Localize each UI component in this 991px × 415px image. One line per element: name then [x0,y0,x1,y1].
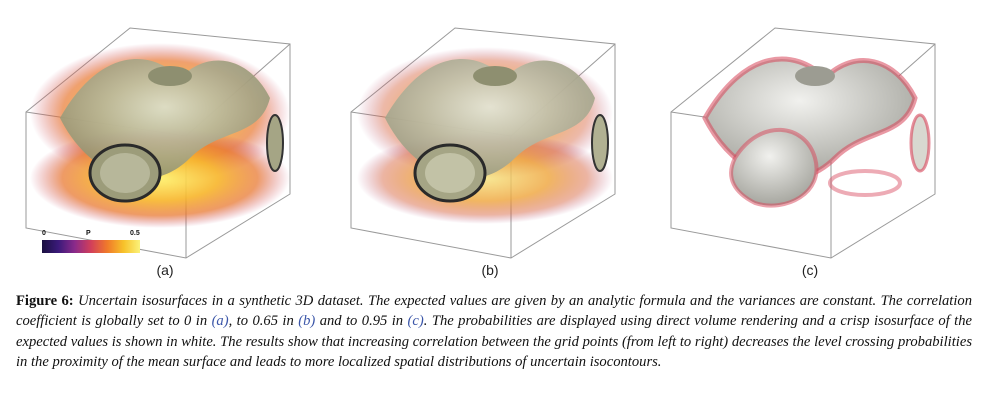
caption-text-3: and to 0.95 in [319,313,404,330]
volume-rendering-c [670,27,936,259]
caption-ref-a[interactable]: (a) [211,313,229,330]
figure-label: Figure 6: [16,293,74,309]
caption-text-4: . The probabilities are displayed using … [16,313,973,371]
panel-c-label: (c) [801,262,819,278]
panel-c [665,8,955,266]
caption-text-1: Uncertain isosurfaces in a synthetic 3D … [16,293,972,330]
colorbar-mid-label: P [86,230,91,237]
colorbar-max-label: 0.5 [130,230,140,237]
colorbar-min-label: 0 [42,230,46,237]
caption-text-2: , to 0.65 in [228,313,294,330]
volume-rendering-a [25,27,291,259]
caption-ref-c[interactable]: (c) [407,313,424,330]
volume-rendering-b [350,27,616,259]
panel-b-label: (b) [481,262,499,278]
panel-a-label: (a) [156,262,174,278]
colorbar-gradient [42,240,140,253]
probability-colorbar: 0 P 0.5 [42,230,142,260]
panel-b [345,8,635,266]
panel-a: 0 P 0.5 [20,8,310,266]
figure-caption: Figure 6: Uncertain isosurfaces in a syn… [16,291,972,373]
caption-ref-b[interactable]: (b) [298,313,316,330]
